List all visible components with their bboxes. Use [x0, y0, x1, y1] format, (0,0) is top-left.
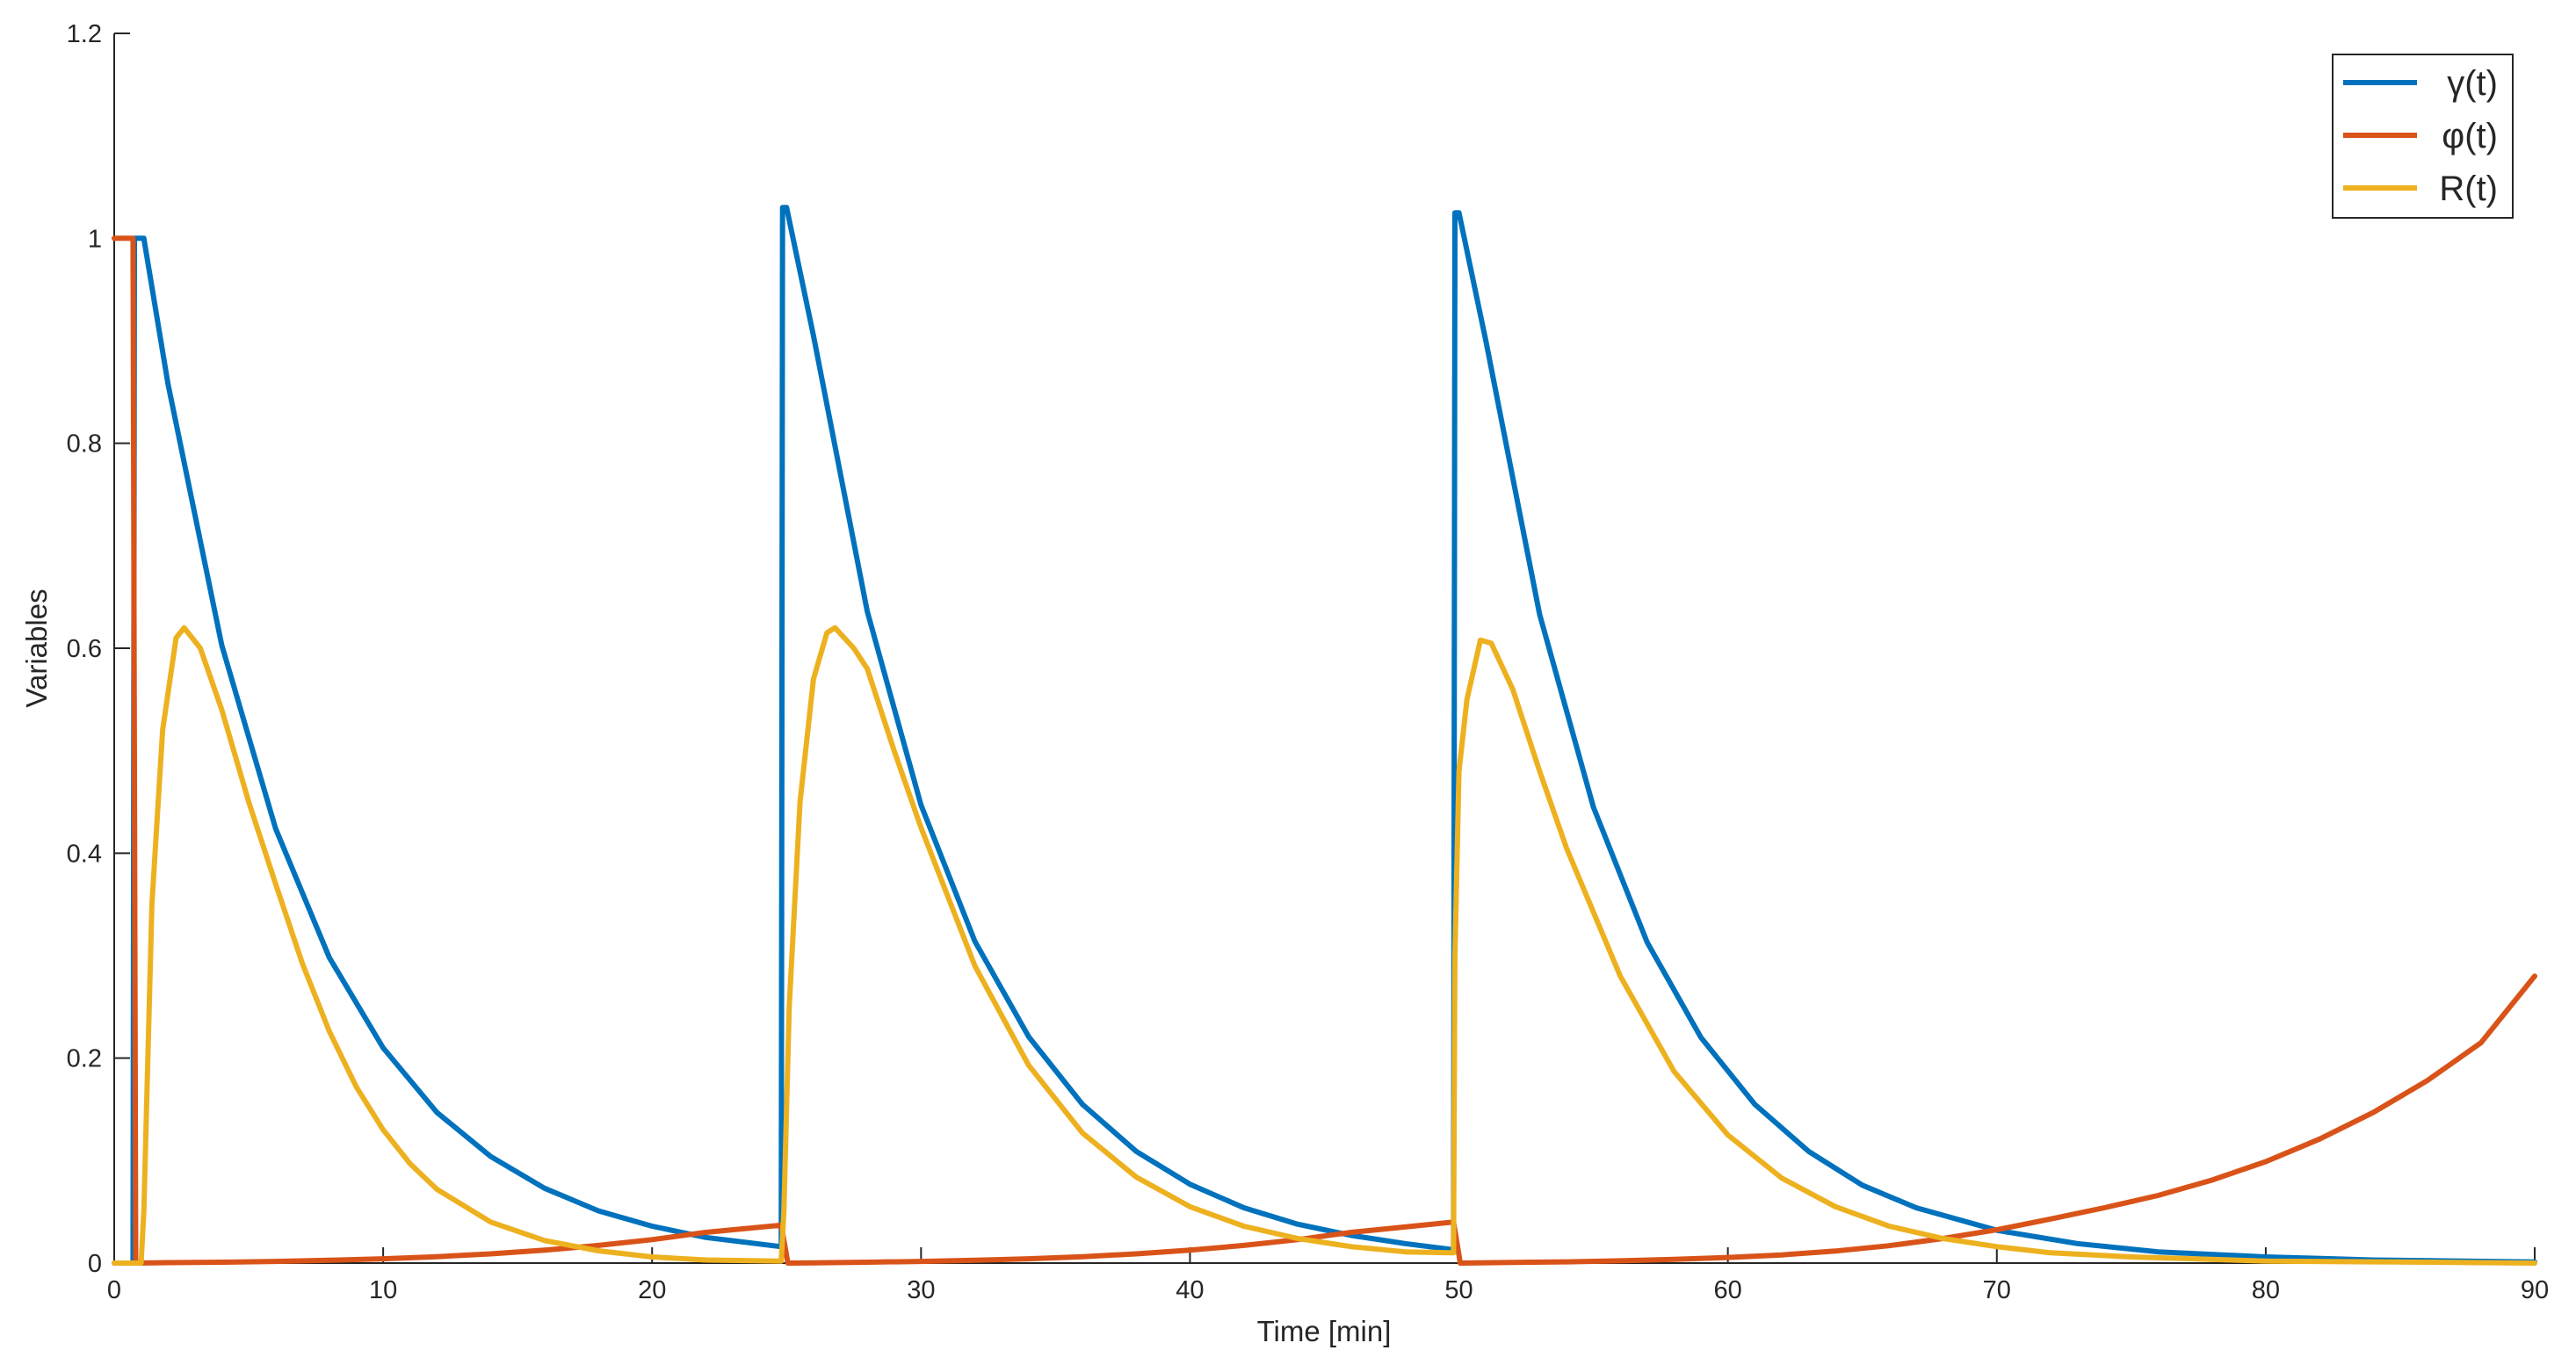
x-axis-label: Time [min] — [1257, 1315, 1392, 1347]
y-tick-label: 1 — [88, 225, 102, 253]
y-tick-label: 0 — [88, 1250, 102, 1278]
legend: γ(t) φ(t) R(t) — [2332, 54, 2514, 219]
legend-label: γ(t) — [2447, 64, 2498, 103]
y-tick-label: 0.4 — [67, 840, 102, 868]
x-tick-label: 10 — [369, 1276, 397, 1304]
x-tick-label: 50 — [1444, 1276, 1473, 1304]
legend-label: φ(t) — [2442, 117, 2498, 155]
x-tick-label: 20 — [638, 1276, 666, 1304]
axes: 0 10 20 30 40 50 60 70 80 90 0 0.2 0.4 0.6 0.8 1 1.2 — [67, 20, 2549, 1304]
x-tick-label: 90 — [2521, 1276, 2549, 1304]
x-tick-label: 40 — [1176, 1276, 1204, 1304]
y-tick-label: 0.6 — [67, 635, 102, 663]
x-tick-label: 0 — [107, 1276, 121, 1304]
series-line-1 — [112, 205, 2537, 1266]
series-line-3 — [112, 625, 2537, 1266]
x-tick-label: 60 — [1714, 1276, 1742, 1304]
y-axis-label: Variables — [20, 589, 53, 707]
legend-label: R(t) — [2439, 170, 2498, 208]
series-layer — [112, 205, 2537, 1266]
y-tick-label: 1.2 — [67, 20, 102, 48]
y-tick-label: 0.8 — [67, 430, 102, 459]
series-line-2 — [112, 235, 2537, 1266]
x-tick-label: 70 — [1983, 1276, 2011, 1304]
x-tick-label: 80 — [2252, 1276, 2280, 1304]
y-tick-label: 0.2 — [67, 1045, 102, 1073]
x-tick-label: 30 — [907, 1276, 935, 1304]
